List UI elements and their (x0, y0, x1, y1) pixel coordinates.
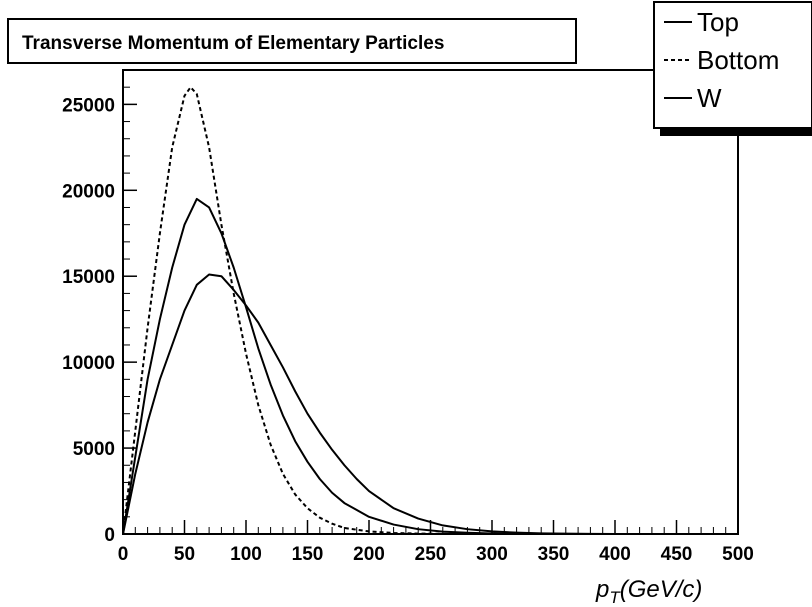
x-tick-label: 400 (599, 544, 631, 565)
series-line-w (122, 197, 542, 535)
y-tick-label: 0 (104, 525, 115, 546)
series-line-bottom (122, 86, 493, 535)
x-tick-label: 450 (661, 544, 693, 565)
series-line-top (122, 273, 616, 535)
series-layer (122, 86, 616, 535)
y-axis-ticks: 0 5000 10000 15000 20000 25000 (62, 86, 137, 546)
y-tick-label: 5000 (73, 439, 115, 460)
x-tick-label: 50 (174, 544, 195, 565)
legend-shadow-bottom (660, 128, 812, 136)
y-tick-label: 20000 (62, 181, 115, 202)
x-tick-label: 250 (415, 544, 447, 565)
x-tick-label: 300 (476, 544, 508, 565)
chart-title: Transverse Momentum of Elementary Partic… (22, 33, 444, 54)
legend-label-w: W (697, 83, 722, 113)
y-tick-label: 25000 (62, 95, 115, 116)
legend: Top Bottom W (664, 7, 779, 113)
y-tick-label: 10000 (62, 353, 115, 374)
y-tick-label: 15000 (62, 267, 115, 288)
plot-frame (122, 69, 739, 535)
x-tick-label: 500 (722, 544, 754, 565)
x-axis-label: pT(GeV/c) (595, 576, 702, 607)
title-box (7, 18, 577, 64)
x-tick-label: 150 (292, 544, 324, 565)
x-tick-label: 350 (538, 544, 570, 565)
legend-label-bottom: Bottom (697, 45, 779, 75)
x-tick-label: 200 (353, 544, 385, 565)
x-axis-ticks: 0 50 100 150 200 250 300 350 400 450 500 (118, 520, 754, 565)
x-tick-label: 0 (118, 544, 129, 565)
x-tick-label: 100 (230, 544, 262, 565)
legend-label-top: Top (697, 7, 739, 37)
